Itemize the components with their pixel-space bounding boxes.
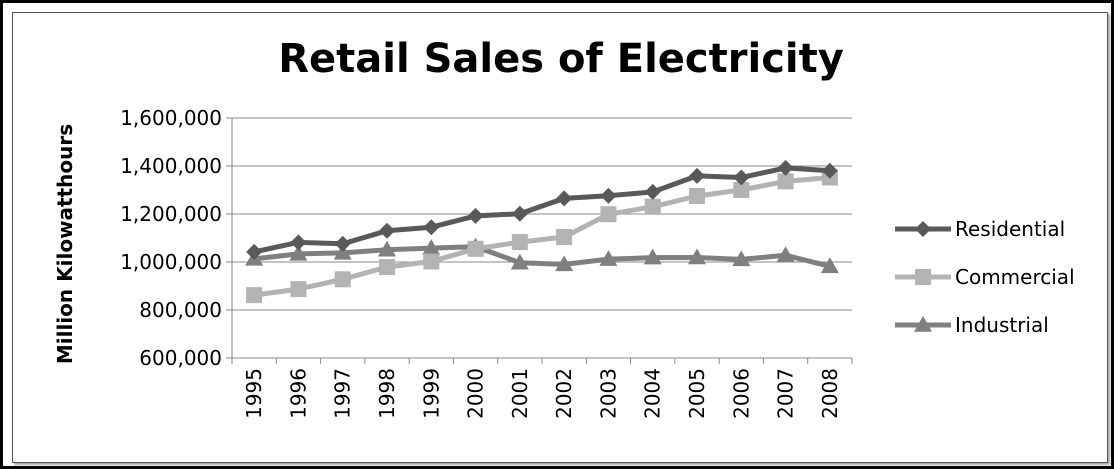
series-group (245, 159, 839, 304)
y-tick-label: 1,000,000 (120, 250, 222, 274)
y-tick-label: 800,000 (139, 298, 222, 322)
data-point-commercial (644, 198, 661, 215)
data-point-commercial (423, 253, 440, 270)
y-tick-label: 600,000 (139, 346, 222, 370)
legend-marker-residential (915, 221, 931, 237)
x-tick-label: 2007 (774, 368, 798, 419)
axes (226, 117, 853, 364)
data-point-residential (334, 235, 351, 252)
legend: Residential Commercial Industrial (895, 217, 1075, 337)
data-point-industrial (732, 250, 751, 267)
x-tick-label: 1998 (375, 368, 399, 419)
x-tick-label: 2003 (596, 368, 620, 419)
data-point-commercial (467, 240, 484, 257)
x-tick-label: 2008 (818, 368, 842, 419)
legend-label-industrial: Industrial (955, 313, 1049, 337)
data-point-industrial (820, 257, 839, 274)
chart-area (12, 12, 1108, 463)
data-point-industrial (378, 240, 396, 257)
data-point-commercial (689, 188, 705, 204)
x-tick-label: 2004 (641, 368, 665, 419)
x-tick-label: 2001 (508, 368, 532, 419)
x-tick-label: 1995 (242, 368, 266, 419)
data-point-residential (379, 222, 395, 239)
data-point-residential (246, 243, 263, 260)
data-point-industrial (776, 246, 795, 263)
data-point-industrial (555, 255, 574, 272)
x-tick-labels: 1995 1996 1997 1998 1999 2000 2001 2002 2003 2004… (242, 368, 842, 419)
data-point-commercial (334, 271, 351, 288)
y-axis-label: Million Kilowatthours (53, 124, 77, 364)
data-point-commercial (600, 206, 617, 223)
data-point-residential (556, 190, 573, 207)
legend-marker-industrial (914, 316, 932, 332)
y-tick-label: 1,200,000 (120, 202, 222, 226)
series-line-industrial (253, 244, 831, 269)
data-point-industrial (289, 244, 308, 261)
data-point-industrial (643, 248, 662, 265)
data-point-commercial (733, 182, 750, 198)
legend-marker-commercial (915, 269, 931, 285)
data-point-residential (821, 162, 838, 179)
data-point-residential (644, 183, 661, 200)
legend-label-residential: Residential (955, 217, 1065, 241)
data-point-commercial (246, 287, 263, 304)
data-point-commercial (556, 229, 573, 246)
data-point-residential (467, 207, 484, 224)
data-point-commercial (777, 173, 794, 190)
data-point-industrial (688, 248, 706, 265)
data-point-residential (511, 205, 528, 222)
y-tick-label: 1,400,000 (120, 154, 222, 178)
data-point-commercial (511, 234, 528, 251)
data-point-industrial (599, 250, 618, 266)
x-tick-label: 1999 (419, 368, 443, 419)
x-tick-label: 2002 (552, 368, 576, 419)
legend-label-commercial: Commercial (955, 265, 1075, 289)
y-tick-labels: 600,000 800,000 1,000,000 1,200,000 1,400,00… (120, 106, 222, 370)
data-point-commercial (379, 259, 395, 276)
x-tick-label: 1996 (286, 368, 310, 419)
x-tick-label: 2006 (729, 368, 753, 419)
y-tick-label: 1,600,000 (120, 106, 222, 130)
data-point-residential (290, 234, 307, 251)
data-point-industrial (510, 253, 529, 270)
x-tick-label: 1997 (331, 368, 355, 419)
chart-title: Retail Sales of Electricity (278, 36, 844, 82)
data-point-industrial (422, 239, 441, 255)
data-point-commercial (290, 281, 307, 298)
x-tick-label: 2005 (685, 368, 709, 419)
data-point-residential (600, 187, 617, 204)
data-point-residential (689, 167, 705, 184)
data-point-residential (733, 169, 750, 186)
x-tick-label: 2000 (464, 368, 488, 419)
data-point-residential (423, 219, 440, 236)
data-point-residential (777, 159, 794, 176)
